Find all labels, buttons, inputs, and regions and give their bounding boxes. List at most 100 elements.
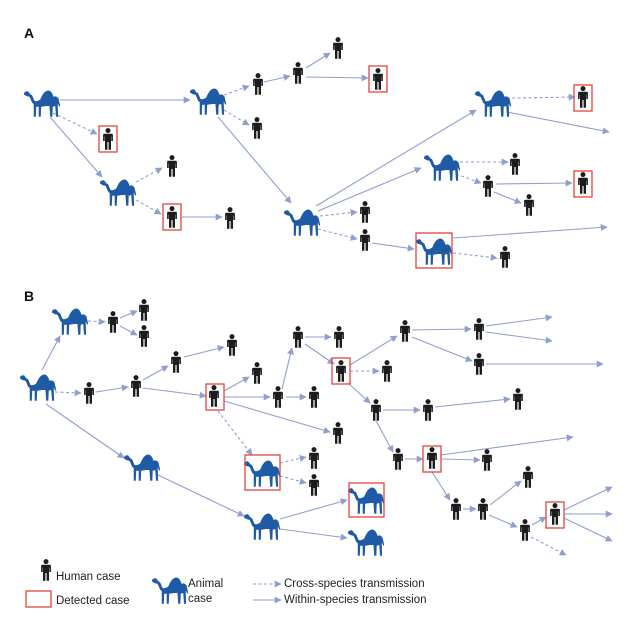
camel-a1 <box>23 90 61 117</box>
human-b29 <box>478 498 488 520</box>
human-b17 <box>423 399 433 421</box>
human-a14 <box>510 153 520 175</box>
camel-b5 <box>243 513 281 540</box>
within-species-arrow <box>349 335 398 366</box>
human-b6 <box>171 351 181 373</box>
cross-species-arrow <box>223 109 250 126</box>
within-species-arrow <box>223 400 331 434</box>
cross-species-arrow <box>452 252 498 261</box>
human-b9 <box>252 362 262 384</box>
cross-species-arrow <box>87 318 106 326</box>
within-species-arrow <box>305 52 331 69</box>
detected-box-a3 <box>162 203 182 231</box>
cross-species-arrow <box>54 389 82 397</box>
human-a13 <box>578 86 588 108</box>
within-species-arrow <box>263 74 291 83</box>
legend-cross-species-label: Cross-species transmission <box>284 578 425 590</box>
human-b2 <box>139 299 149 321</box>
within-species-arrow <box>142 365 169 381</box>
within-species-arrow <box>305 74 369 82</box>
within-species-arrow <box>488 514 518 528</box>
human-b25 <box>393 448 403 470</box>
within-species-arrow <box>315 109 477 207</box>
human-b31 <box>520 519 530 541</box>
camel-a2 <box>189 88 227 115</box>
human-a5 <box>253 73 263 95</box>
cross-species-arrow <box>455 173 482 185</box>
within-species-arrow <box>279 528 348 541</box>
human-b4 <box>84 382 94 404</box>
camel-b1 <box>51 308 89 335</box>
human-a9 <box>373 68 383 90</box>
human-a16 <box>578 172 588 194</box>
human-b20 <box>474 318 484 340</box>
cross-species-arrow <box>279 455 307 464</box>
detected-box-b32 <box>545 501 565 529</box>
human-b19 <box>400 320 410 342</box>
human-b27 <box>482 449 492 471</box>
within-species-arrow <box>41 335 61 371</box>
human-b10 <box>273 386 283 408</box>
human-b1 <box>108 311 118 333</box>
detected-box-b6 <box>348 482 385 518</box>
within-species-arrow <box>440 434 574 456</box>
legend-detected-case-label: Detected case <box>56 595 130 607</box>
panel-b-label: B <box>24 288 35 304</box>
human-a2 <box>167 155 177 177</box>
human-a4 <box>225 207 235 229</box>
camel-b2 <box>19 374 57 401</box>
cross-species-arrow <box>511 93 576 101</box>
within-species-arrow <box>495 179 573 187</box>
within-species-arrow <box>49 116 103 178</box>
legend-animal-case-label-line2: case <box>188 593 213 605</box>
within-species-arrow <box>452 223 608 239</box>
within-species-arrow <box>95 384 129 393</box>
human-a8 <box>333 37 343 59</box>
human-a10 <box>360 201 370 223</box>
human-b28 <box>451 498 461 520</box>
human-b30 <box>523 466 533 488</box>
camel-b6 <box>347 487 385 514</box>
within-species-arrow <box>489 480 522 506</box>
human-b32 <box>550 503 560 525</box>
within-species-arrow <box>440 456 481 464</box>
within-species-arrow <box>506 111 610 135</box>
human-b5 <box>131 375 141 397</box>
human-b12 <box>293 326 303 348</box>
human-b15 <box>382 360 392 382</box>
human-b13 <box>334 326 344 348</box>
legend-animal-case-label-line1: Animal <box>188 578 224 590</box>
camel-a4 <box>283 209 321 236</box>
within-species-arrow <box>45 403 125 459</box>
cross-species-arrow <box>52 112 98 135</box>
within-species-arrow <box>304 343 335 365</box>
within-species-arrow <box>563 486 613 511</box>
human-b11 <box>309 386 319 408</box>
legend-human-case-label: Human case <box>56 571 121 583</box>
cross-species-arrow <box>135 167 163 183</box>
human-a17 <box>524 194 534 216</box>
within-species-arrow <box>119 310 138 319</box>
human-a7 <box>293 62 303 84</box>
within-species-arrow <box>434 396 511 408</box>
within-species-arrow <box>142 387 207 399</box>
legend-detected-box <box>25 590 52 608</box>
human-b7 <box>227 334 237 356</box>
human-a12 <box>500 246 510 268</box>
human-b3 <box>139 325 149 347</box>
detected-box-a9 <box>368 65 388 93</box>
legend-human-icon <box>41 559 51 581</box>
human-b26 <box>427 447 437 469</box>
within-species-arrow <box>485 331 553 344</box>
detected-box-a1 <box>98 125 118 153</box>
within-species-arrow <box>485 314 553 327</box>
cross-species-arrow <box>530 536 567 556</box>
human-b22 <box>333 422 343 444</box>
human-a1 <box>103 128 113 150</box>
within-species-arrow <box>223 376 250 392</box>
detected-box-a13 <box>573 84 593 112</box>
human-a15 <box>483 175 493 197</box>
within-species-arrow <box>119 325 138 336</box>
